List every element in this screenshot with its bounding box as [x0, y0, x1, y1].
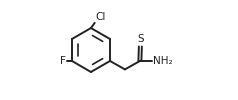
Text: S: S	[138, 34, 144, 44]
Text: F: F	[60, 56, 66, 66]
Text: NH₂: NH₂	[153, 56, 172, 66]
Text: Cl: Cl	[95, 12, 105, 22]
